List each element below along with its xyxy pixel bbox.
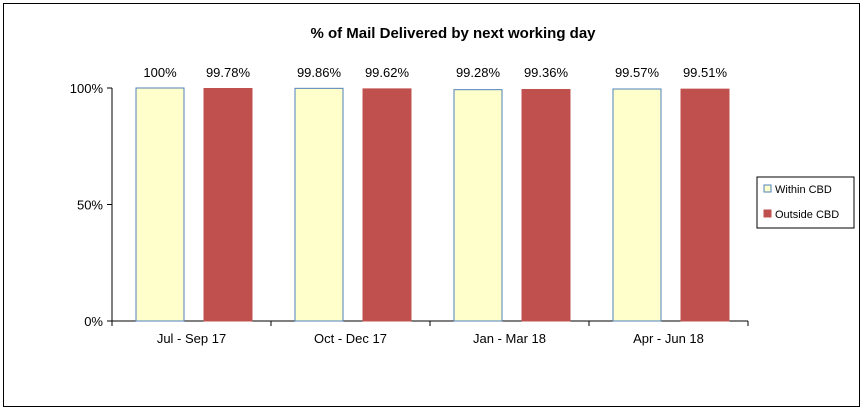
data-label: 99.51%: [683, 65, 728, 80]
data-label: 99.36%: [524, 65, 569, 80]
data-label: 100%: [143, 65, 177, 80]
x-tick-label: Apr - Jun 18: [633, 331, 704, 346]
y-tick-label: 50%: [77, 198, 103, 213]
bar-outside-cbd: [203, 88, 253, 322]
bars: [135, 87, 730, 322]
bar-within-cbd: [612, 88, 662, 322]
legend-swatch: [763, 184, 772, 193]
x-axis: Jul - Sep 17 Oct - Dec 17 Jan - Mar 18 Apr …: [111, 320, 749, 346]
bar-outside-cbd: [680, 88, 730, 322]
legend: Within CBD Outside CBD: [756, 176, 855, 229]
bar-within-cbd: [453, 89, 503, 322]
y-axis: 0% 50% 100%: [70, 81, 113, 329]
bar-labels: 100% 99.78% 99.86% 99.62% 99.28% 99.36% 99.57%…: [143, 65, 727, 80]
bar-within-cbd: [294, 87, 344, 322]
data-label: 99.62%: [365, 65, 410, 80]
bar-within-cbd: [135, 87, 185, 322]
y-tick-label: 0%: [84, 314, 103, 329]
data-label: 99.57%: [615, 65, 660, 80]
chart-border: [3, 3, 860, 407]
data-label: 99.86%: [297, 65, 342, 80]
x-tick-label: Oct - Dec 17: [314, 331, 387, 346]
x-tick-label: Jan - Mar 18: [473, 331, 546, 346]
bar-outside-cbd: [362, 88, 412, 322]
chart-title: % of Mail Delivered by next working day: [310, 25, 596, 42]
data-label: 99.78%: [206, 65, 251, 80]
legend-label: Outside CBD: [775, 209, 839, 221]
x-tick-label: Jul - Sep 17: [157, 331, 226, 346]
y-tick-label: 100%: [70, 81, 104, 96]
data-label: 99.28%: [456, 65, 501, 80]
bar-outside-cbd: [521, 88, 571, 322]
legend-box: [756, 176, 855, 229]
legend-swatch: [763, 209, 772, 218]
legend-label: Within CBD: [775, 184, 832, 196]
